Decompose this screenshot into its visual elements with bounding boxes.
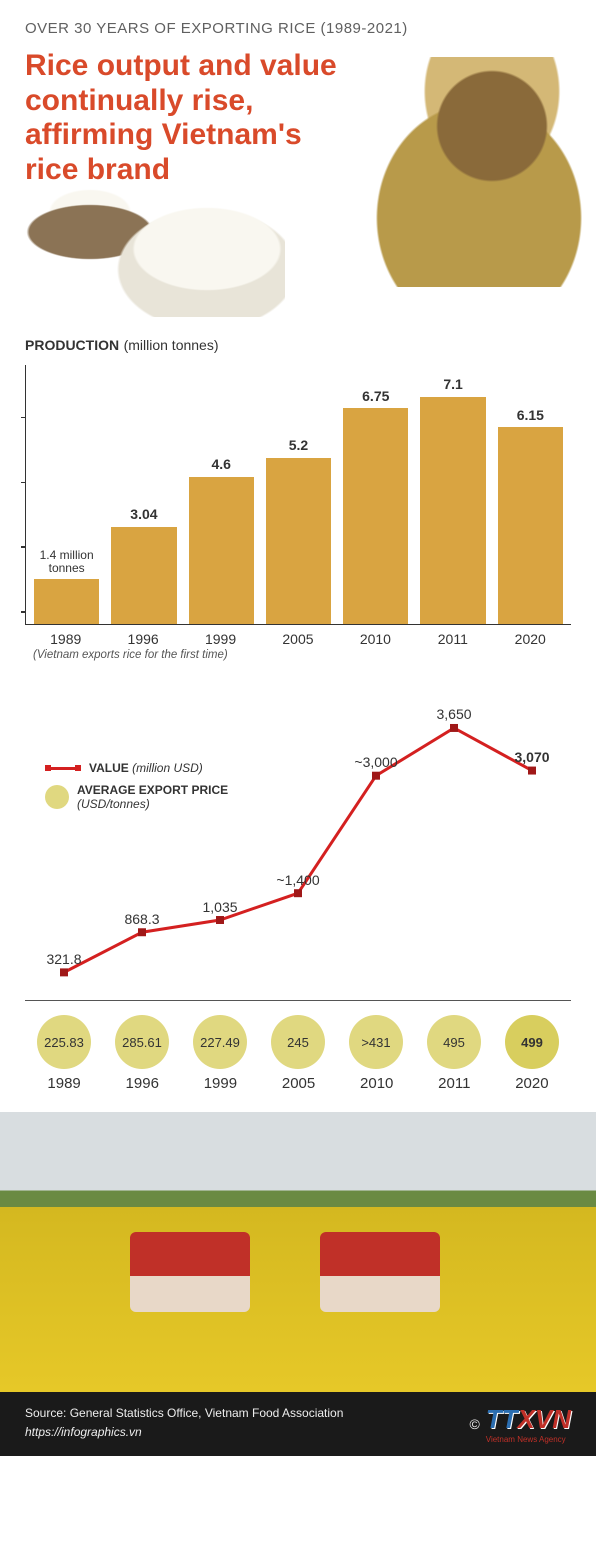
- line-year-label: 2010: [360, 1075, 393, 1092]
- line-chart-years: 1989 1996 1999 2005 2010 2011 2020: [25, 1075, 571, 1112]
- bar-chart-area: 1.4 million tonnes3.044.65.26.757.16.15: [25, 365, 571, 625]
- bar-year-label: 1996: [110, 631, 175, 647]
- line-year-label: 2005: [282, 1075, 315, 1092]
- price-circle: 227.49: [193, 1015, 247, 1069]
- bar-year-label: 2010: [343, 631, 408, 647]
- line-year-label: 1989: [47, 1075, 80, 1092]
- field-photo: [0, 1112, 596, 1392]
- price-circle: 245: [271, 1015, 325, 1069]
- line-point-label: 868.3: [124, 911, 159, 927]
- rice-bowl-photo: [25, 147, 285, 317]
- overline-text: OVER 30 YEARS OF EXPORTING RICE (1989-20…: [25, 20, 571, 37]
- bar: 4.6: [189, 457, 254, 624]
- bar: 6.15: [498, 408, 563, 624]
- bar-year-label: 1999: [188, 631, 253, 647]
- logo-subtitle: Vietnam News Agency: [486, 1435, 571, 1444]
- line-point-label: ~1,400: [276, 872, 319, 888]
- footer: Source: General Statistics Office, Vietn…: [0, 1392, 596, 1456]
- bar-chart-xaxis: 1989 1996 1999 2005 2010 2011 2020: [25, 625, 571, 647]
- value-chart: VALUE (million USD) AVERAGE EXPORT PRICE…: [0, 671, 596, 1112]
- hero-images: [0, 57, 596, 317]
- price-circle: 499: [505, 1015, 559, 1069]
- line-year-label: 1999: [204, 1075, 237, 1092]
- production-label: PRODUCTION (million tonnes): [25, 337, 571, 355]
- source-text: Source: General Statistics Office, Vietn…: [25, 1404, 343, 1423]
- agency-logo: © TTXVN Vietnam News Agency: [469, 1404, 571, 1444]
- bar: 6.75: [343, 389, 408, 624]
- bar: 1.4 million tonnes: [34, 549, 99, 624]
- harvester-icon: [320, 1232, 440, 1312]
- bar-year-label: 2011: [420, 631, 485, 647]
- line-point-label: 1,035: [202, 899, 237, 915]
- line-chart-area: 321.8 868.3 1,035 ~1,400 ~3,000 3,650 3,070: [25, 701, 571, 1001]
- line-point-label: ~3,000: [354, 754, 397, 770]
- bar-year-label: 2020: [498, 631, 563, 647]
- line-point-label: 3,070: [514, 749, 549, 765]
- bar-year-label: 1989: [33, 631, 98, 647]
- line-year-label: 2011: [438, 1075, 470, 1092]
- copyright-icon: ©: [469, 1416, 479, 1432]
- source-url: https://infographics.vn: [25, 1423, 343, 1442]
- logo-text: TTXVN: [486, 1404, 571, 1434]
- footer-text: Source: General Statistics Office, Vietn…: [25, 1404, 343, 1442]
- production-footnote: (Vietnam exports rice for the first time…: [25, 647, 571, 661]
- line-year-label: 2020: [515, 1075, 548, 1092]
- line-point-label: 321.8: [46, 951, 81, 967]
- price-circle: 225.83: [37, 1015, 91, 1069]
- bar: 5.2: [266, 438, 331, 624]
- line-year-label: 1996: [126, 1075, 159, 1092]
- price-circle: 495: [427, 1015, 481, 1069]
- price-circle: 285.61: [115, 1015, 169, 1069]
- bar: 3.04: [111, 507, 176, 624]
- bar: 7.1: [420, 377, 485, 624]
- farmer-photo: [336, 57, 596, 287]
- price-circle: >431: [349, 1015, 403, 1069]
- bar-year-label: 2005: [265, 631, 330, 647]
- harvester-icon: [130, 1232, 250, 1312]
- line-point-label: 3,650: [436, 706, 471, 722]
- production-chart: PRODUCTION (million tonnes) 1.4 million …: [0, 317, 596, 671]
- line-svg: [25, 701, 571, 1000]
- price-circle-row: 225.83 285.61 227.49 245 >431 495 499: [25, 1001, 571, 1075]
